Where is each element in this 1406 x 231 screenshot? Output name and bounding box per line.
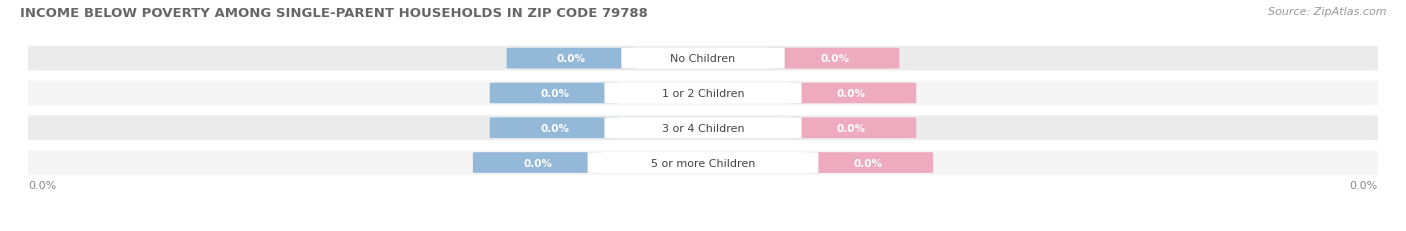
Text: 0.0%: 0.0% — [523, 158, 553, 168]
Text: 0.0%: 0.0% — [540, 88, 569, 99]
FancyBboxPatch shape — [21, 151, 1385, 175]
FancyBboxPatch shape — [787, 118, 917, 139]
Text: 0.0%: 0.0% — [837, 123, 866, 133]
FancyBboxPatch shape — [588, 152, 818, 173]
Text: 0.0%: 0.0% — [853, 158, 883, 168]
Text: 3 or 4 Children: 3 or 4 Children — [662, 123, 744, 133]
FancyBboxPatch shape — [489, 118, 619, 139]
Text: 0.0%: 0.0% — [28, 180, 56, 190]
FancyBboxPatch shape — [21, 47, 1385, 71]
Text: 1 or 2 Children: 1 or 2 Children — [662, 88, 744, 99]
Text: 0.0%: 0.0% — [540, 123, 569, 133]
Text: Source: ZipAtlas.com: Source: ZipAtlas.com — [1268, 7, 1386, 17]
FancyBboxPatch shape — [21, 81, 1385, 106]
Text: 0.0%: 0.0% — [820, 54, 849, 64]
Text: 0.0%: 0.0% — [557, 54, 586, 64]
FancyBboxPatch shape — [770, 49, 900, 69]
Text: 5 or more Children: 5 or more Children — [651, 158, 755, 168]
FancyBboxPatch shape — [472, 152, 602, 173]
FancyBboxPatch shape — [489, 83, 619, 104]
Text: 0.0%: 0.0% — [1350, 180, 1378, 190]
Text: INCOME BELOW POVERTY AMONG SINGLE-PARENT HOUSEHOLDS IN ZIP CODE 79788: INCOME BELOW POVERTY AMONG SINGLE-PARENT… — [20, 7, 648, 20]
Text: No Children: No Children — [671, 54, 735, 64]
FancyBboxPatch shape — [605, 118, 801, 139]
FancyBboxPatch shape — [506, 49, 636, 69]
FancyBboxPatch shape — [787, 83, 917, 104]
Text: 0.0%: 0.0% — [837, 88, 866, 99]
FancyBboxPatch shape — [605, 83, 801, 104]
FancyBboxPatch shape — [21, 116, 1385, 140]
FancyBboxPatch shape — [621, 49, 785, 69]
FancyBboxPatch shape — [804, 152, 934, 173]
